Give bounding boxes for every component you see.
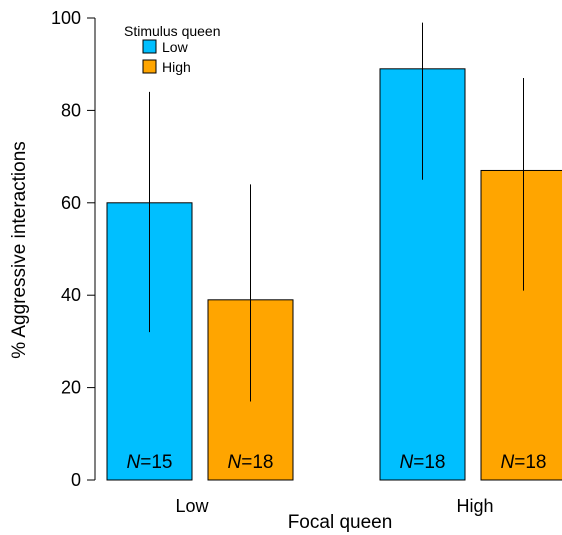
x-category-label: Low [175,496,209,516]
y-tick-label: 60 [61,193,81,213]
bar [480,169,562,481]
n-label: N=18 [400,452,446,473]
y-tick-label: 20 [61,378,81,398]
n-label: N=18 [228,452,274,473]
axes: 0 20 40 60 80 100 Low High [51,8,494,516]
error-bars [149,22,524,402]
y-tick-label: 80 [61,100,81,120]
y-tick-label: 100 [51,8,81,28]
x-axis-title: Focal queen [288,512,393,533]
legend-title: Stimulus queen [124,23,221,39]
sample-size-labels: N=15 N=18 N=18 N=18 [127,452,547,473]
y-tick-label: 40 [61,285,81,305]
legend-swatch-low [142,39,157,54]
legend: Stimulus queen Low High [124,23,221,75]
bars [106,68,562,481]
legend-label-high: High [162,59,191,75]
legend-swatch-high [142,59,157,74]
n-label: N=18 [501,452,547,473]
legend-label-low: Low [162,39,189,55]
y-axis-title: % Aggressive interactions [9,141,30,359]
n-label: N=15 [127,452,173,473]
x-category-label: High [456,496,493,516]
y-tick-label: 0 [71,470,81,490]
